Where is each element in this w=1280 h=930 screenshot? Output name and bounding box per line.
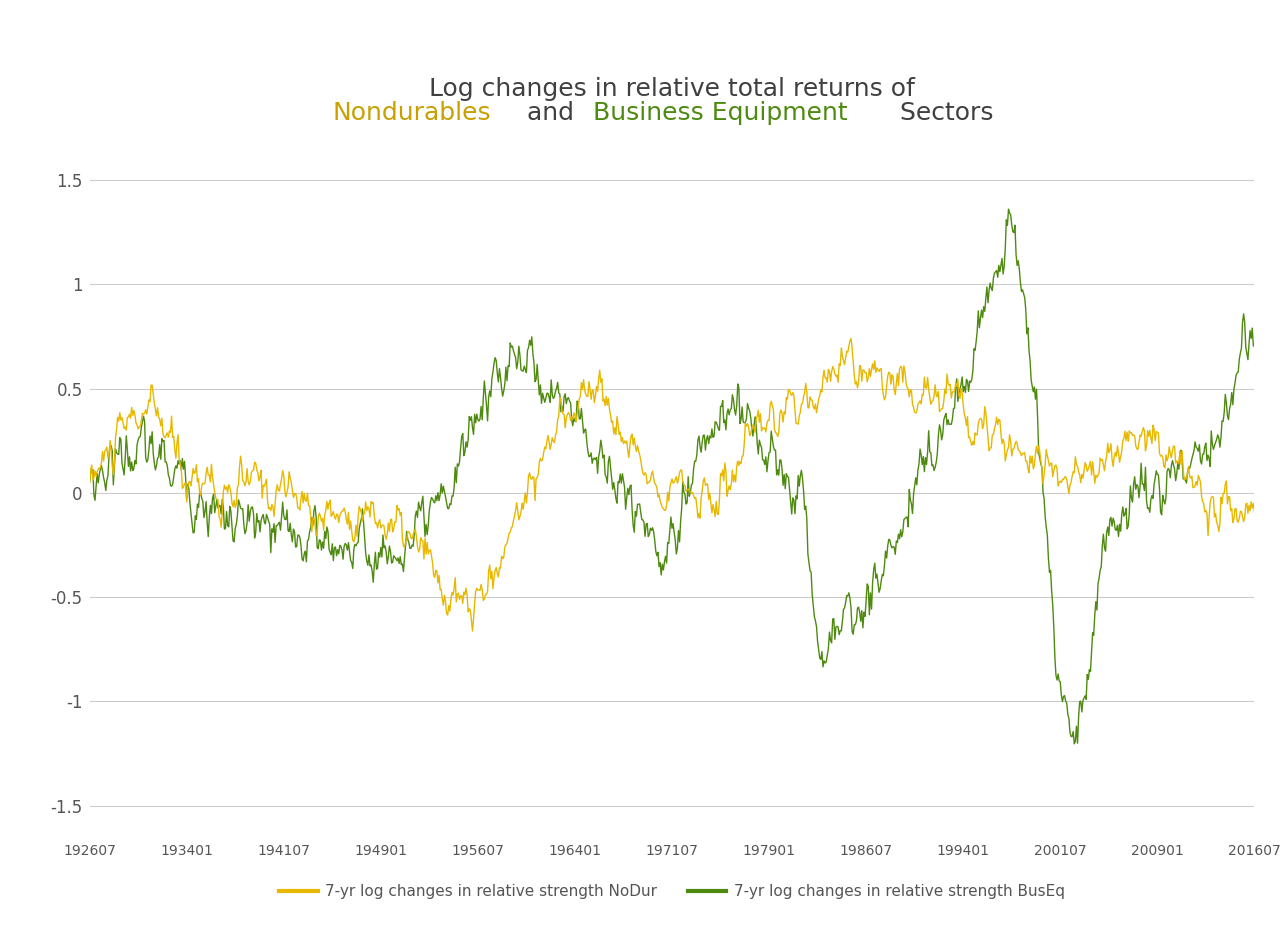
Text: Business Equipment: Business Equipment: [593, 100, 847, 125]
Text: Sectors: Sectors: [892, 100, 993, 125]
Legend: 7-yr log changes in relative strength NoDur, 7-yr log changes in relative streng: 7-yr log changes in relative strength No…: [273, 878, 1071, 905]
Text: Nondurables: Nondurables: [333, 100, 492, 125]
Text: Log changes in relative total returns of: Log changes in relative total returns of: [429, 76, 915, 100]
Text: and: and: [520, 100, 582, 125]
